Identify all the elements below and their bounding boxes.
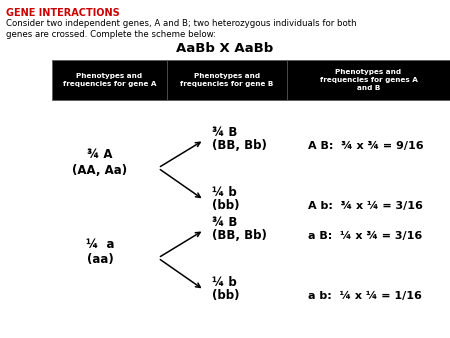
Text: ¼ b: ¼ b <box>212 276 237 289</box>
Text: a B:  ¼ x ¾ = 3/16: a B: ¼ x ¾ = 3/16 <box>308 231 422 241</box>
Text: (BB, Bb): (BB, Bb) <box>212 139 267 152</box>
Text: A b:  ¾ x ¼ = 3/16: A b: ¾ x ¼ = 3/16 <box>308 201 423 211</box>
Text: ¼ b: ¼ b <box>212 186 237 199</box>
Text: a b:  ¼ x ¼ = 1/16: a b: ¼ x ¼ = 1/16 <box>308 291 422 301</box>
Text: Consider two independent genes, A and B; two heterozygous individuals for both: Consider two independent genes, A and B;… <box>6 19 356 28</box>
Text: ¼  a: ¼ a <box>86 238 114 250</box>
Text: (bb): (bb) <box>212 199 239 212</box>
Text: (aa): (aa) <box>86 254 113 266</box>
Text: Phenotypes and
frequencies for genes A
and B: Phenotypes and frequencies for genes A a… <box>320 69 418 91</box>
Text: genes are crossed. Complete the scheme below:: genes are crossed. Complete the scheme b… <box>6 30 216 39</box>
Bar <box>287 60 450 100</box>
Text: ¾ B: ¾ B <box>212 126 238 139</box>
Text: (bb): (bb) <box>212 289 239 302</box>
Text: Phenotypes and
frequencies for gene A: Phenotypes and frequencies for gene A <box>63 73 156 87</box>
Text: GENE INTERACTIONS: GENE INTERACTIONS <box>6 8 120 18</box>
Text: ¾ A: ¾ A <box>87 147 113 161</box>
Bar <box>52 60 167 100</box>
Text: Phenotypes and
frequencies for gene B: Phenotypes and frequencies for gene B <box>180 73 274 87</box>
Text: AaBb X AaBb: AaBb X AaBb <box>176 42 274 55</box>
Text: (BB, Bb): (BB, Bb) <box>212 229 267 242</box>
Text: ¾ B: ¾ B <box>212 216 238 229</box>
Bar <box>167 60 287 100</box>
Text: A B:  ¾ x ¾ = 9/16: A B: ¾ x ¾ = 9/16 <box>308 141 423 151</box>
Text: (AA, Aa): (AA, Aa) <box>72 164 127 176</box>
